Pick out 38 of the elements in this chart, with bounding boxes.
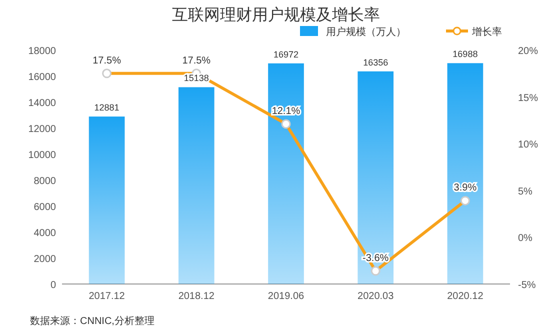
legend-label: 增长率 (471, 26, 502, 38)
x-tick-label: 2020.03 (358, 291, 394, 302)
chart-title: 互联网理财用户规模及增长率 (172, 6, 380, 24)
y-tick-label: 0 (50, 280, 56, 291)
y2-tick-label: -5% (518, 280, 536, 291)
data-label: 3.9% (454, 182, 477, 194)
y2-tick-label: 5% (518, 186, 533, 198)
data-label: 17.5% (92, 55, 122, 66)
data-label: 16972 (273, 49, 299, 60)
y-tick-label: 2000 (34, 254, 56, 265)
x-tick-label: 2020.12 (447, 291, 484, 302)
bar (447, 63, 484, 284)
x-tick-label: 2017.12 (88, 291, 126, 302)
y-tick-label: 14000 (28, 98, 56, 109)
data-label: 12.1% (272, 106, 300, 117)
y-tick-label: 10000 (28, 150, 56, 161)
y2-tick-label: 20% (518, 46, 538, 57)
y-tick-label: 4000 (34, 228, 56, 239)
source-note: 数据来源：CNNIC,分析整理 (30, 315, 154, 327)
data-label: 17.5% (182, 55, 211, 66)
data-label: 16356 (363, 57, 388, 68)
y-tick-label: 12000 (28, 124, 56, 135)
x-tick-label: 2018.12 (178, 291, 215, 302)
bar (88, 116, 125, 284)
y2-tick-label: 0% (518, 233, 533, 244)
data-label: 12881 (94, 102, 120, 113)
y-tick-label: 6000 (34, 202, 56, 213)
y-tick-label: 16000 (28, 72, 56, 83)
legend-label: 用户规模（万人） (326, 26, 406, 38)
y2-tick-label: 10% (518, 140, 538, 151)
bar (178, 87, 214, 284)
data-label: 16988 (452, 49, 478, 60)
x-tick-label: 2019.06 (268, 291, 305, 302)
y2-tick-label: 15% (518, 92, 538, 104)
bar (268, 63, 304, 284)
bar (358, 71, 394, 284)
y-tick-label: 8000 (34, 176, 56, 187)
y-tick-label: 18000 (28, 46, 56, 57)
